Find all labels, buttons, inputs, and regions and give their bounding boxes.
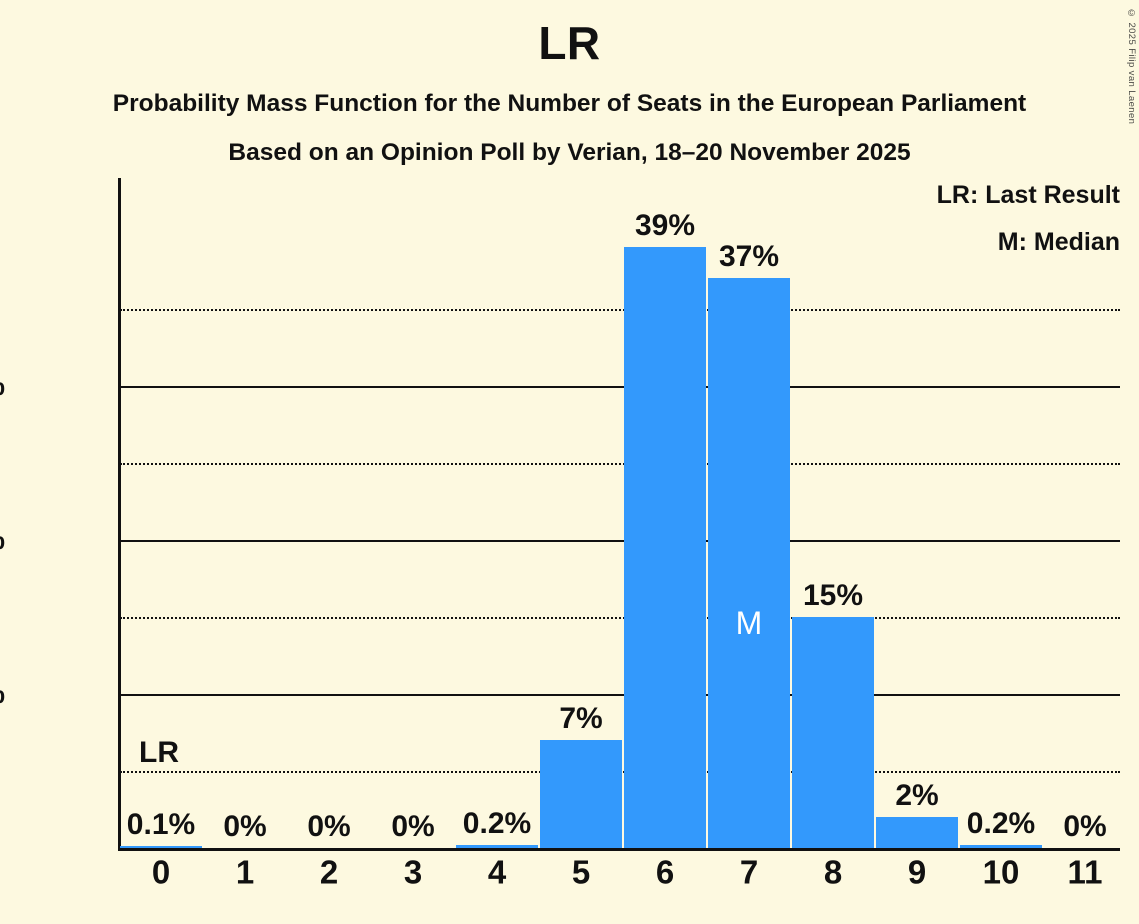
bar bbox=[792, 616, 874, 848]
x-axis-tick-label: 11 bbox=[1067, 853, 1103, 891]
gridline-minor-15 bbox=[120, 616, 1120, 619]
y-axis-tick-label: 20% bbox=[0, 524, 5, 555]
x-axis-line bbox=[118, 848, 1120, 851]
bar-value-label: 2% bbox=[895, 779, 939, 813]
bar bbox=[120, 846, 202, 848]
x-axis-tick-label: 10 bbox=[982, 853, 1020, 891]
x-axis-tick-label: 9 bbox=[907, 853, 927, 891]
bar bbox=[456, 844, 538, 848]
bar-value-label: 0.2% bbox=[966, 806, 1036, 840]
page-title: LR bbox=[538, 17, 601, 69]
bar-value-label: 0% bbox=[1063, 810, 1107, 843]
x-axis-tick-label: 7 bbox=[739, 853, 759, 891]
bar bbox=[960, 844, 1042, 848]
y-axis-line bbox=[118, 178, 121, 848]
chart-subtitle-secondary: Based on an Opinion Poll by Verian, 18–2… bbox=[228, 139, 911, 166]
gridline-major-20 bbox=[120, 539, 1120, 542]
bar-value-label: 0% bbox=[391, 810, 435, 843]
legend-item-median: M: Median bbox=[997, 228, 1120, 256]
legend-item-last-result: LR: Last Result bbox=[936, 181, 1120, 209]
x-axis-tick-label: 1 bbox=[235, 853, 255, 891]
x-axis-tick-label: 8 bbox=[823, 853, 843, 891]
chart-legend: LR: Last Result M: Median bbox=[937, 183, 1120, 255]
median-marker: M bbox=[735, 605, 763, 642]
bar-value-label: 7% bbox=[559, 702, 603, 736]
x-axis-tick-label: 6 bbox=[655, 853, 675, 891]
bar bbox=[876, 817, 958, 848]
y-axis-tick-label: 10% bbox=[0, 678, 5, 709]
copyright-notice: © 2025 Filip van Laenen bbox=[1126, 8, 1137, 125]
bar-value-label: 0.1% bbox=[126, 808, 196, 841]
gridline-minor-35 bbox=[120, 308, 1120, 311]
bar bbox=[708, 278, 790, 848]
bar-value-label: 15% bbox=[802, 578, 864, 612]
bar-value-label: 0.2% bbox=[462, 806, 532, 840]
bar bbox=[624, 247, 706, 848]
x-axis-tick-label: 4 bbox=[487, 853, 507, 891]
bar-value-label: 0% bbox=[307, 810, 351, 843]
gridline-major-10 bbox=[120, 693, 1120, 696]
x-axis-tick-label: 2 bbox=[319, 853, 339, 891]
x-axis-tick-label: 5 bbox=[571, 853, 591, 891]
bar-value-label: 0% bbox=[223, 810, 267, 843]
bar-value-label: 39% bbox=[634, 209, 696, 243]
gridline-major-30 bbox=[120, 385, 1120, 388]
plot-area: 0.1% 0% 0% 0% 0.2% 7% 39% 37% 15% 2% 0.2% 0% LR M bbox=[118, 178, 1120, 851]
chart-subtitle-primary: Probability Mass Function for the Number… bbox=[112, 90, 1027, 117]
last-result-marker: LR bbox=[139, 735, 179, 769]
x-axis-tick-label: 3 bbox=[403, 853, 423, 891]
bar-value-label: 37% bbox=[718, 240, 780, 274]
gridline-minor-25 bbox=[120, 462, 1120, 465]
bar bbox=[540, 740, 622, 848]
y-axis-tick-label: 30% bbox=[0, 370, 5, 401]
x-axis-tick-label: 0 bbox=[151, 853, 171, 891]
